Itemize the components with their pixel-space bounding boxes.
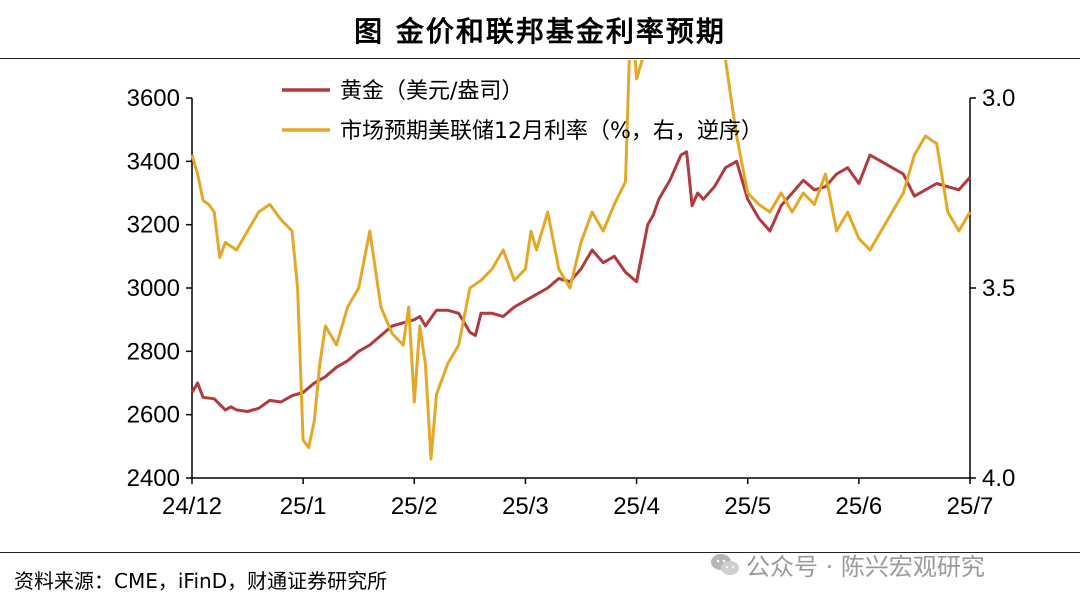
fed-rate-expectation-line [190,60,972,461]
left-tick-label: 3600 [127,85,180,112]
left-tick-label: 3400 [127,148,180,175]
source-note: 资料来源：CME，iFinD，财通证券研究所 [14,569,388,593]
title-bar [0,0,1080,59]
source-divider [0,552,1080,553]
x-tick-label: 25/2 [391,493,438,520]
left-tick-label: 2800 [127,338,180,365]
left-tick-label: 2400 [127,465,180,492]
right-tick-label: 3.0 [982,85,1015,112]
left-tick-label: 3000 [127,275,180,302]
x-tick-label: 25/3 [502,493,549,520]
left-tick-label: 2600 [127,402,180,429]
watermark-text: 公众号 · 陈兴宏观研究 [746,553,985,581]
left-tick-label: 3200 [127,212,180,239]
right-tick-label: 3.5 [982,275,1015,302]
x-tick-label: 25/4 [613,493,660,520]
gold-price-line [190,150,972,413]
legend-label: 市场预期美联储12月利率（%，右，逆序） [340,119,763,144]
wechat-icon [711,553,739,575]
watermark: 公众号 · 陈兴宏观研究 [710,547,985,582]
legend-label: 黄金（美元/盎司） [340,79,523,104]
x-tick-label: 25/5 [724,493,771,520]
x-tick-label: 25/7 [947,493,994,520]
right-tick-label: 4.0 [982,465,1015,492]
chart-title: 图 金价和联邦基金利率预期 [354,15,726,48]
x-tick-label: 25/6 [835,493,882,520]
x-tick-label: 25/1 [280,493,327,520]
chart-area: 2400 2600 2800 3000 3200 3400 3600 3.0 3.5 4.0 24/… [127,60,1015,520]
x-tick-label: 24/12 [162,493,222,520]
